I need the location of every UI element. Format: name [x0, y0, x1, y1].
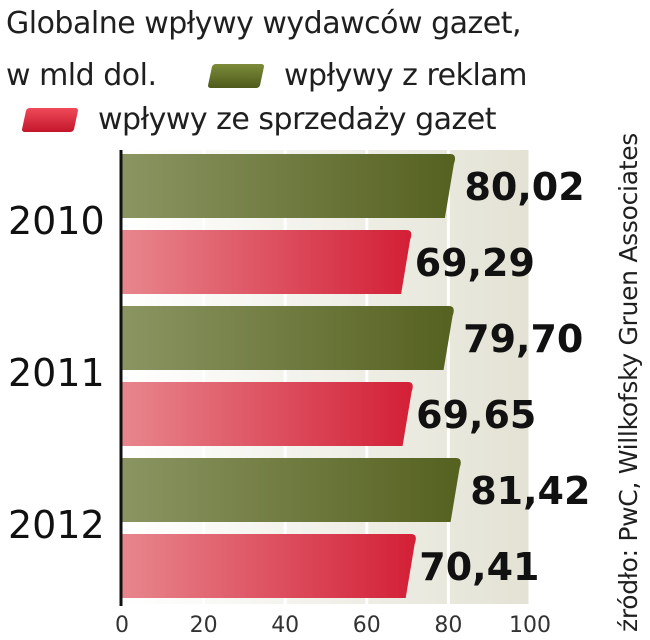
bar — [122, 534, 416, 598]
x-tick-label: 0 — [115, 613, 129, 638]
x-tick-label: 80 — [434, 613, 462, 638]
value-labels: 80,02 69,29 79,70 69,65 81,42 70,41 — [415, 165, 591, 589]
category-labels: 2010 2011 2012 — [8, 199, 105, 547]
bar — [122, 154, 456, 218]
plot-background — [122, 150, 530, 604]
category-label: 2011 — [8, 351, 105, 395]
data-label: 70,41 — [419, 545, 539, 589]
legend-label-sales: wpływy ze sprzedaży gazet — [98, 102, 497, 137]
x-tick-label: 20 — [190, 613, 218, 638]
data-label: 79,70 — [463, 317, 583, 361]
bar — [122, 306, 454, 370]
bar — [122, 382, 413, 446]
chart-title-line-2: w mld dol. — [6, 58, 157, 93]
x-tick-label: 60 — [353, 613, 381, 638]
category-label: 2010 — [8, 199, 105, 243]
bar — [122, 230, 412, 294]
data-label: 80,02 — [464, 165, 584, 209]
legend-label-advertising: wpływy z reklam — [284, 58, 527, 93]
x-tick-labels: 0 20 40 60 80 100 — [115, 613, 551, 638]
chart-title-line-1: Globalne wpływy wydawców gazet, — [6, 6, 522, 41]
data-label: 69,65 — [416, 393, 536, 437]
grid-lines — [202, 150, 532, 604]
bars — [122, 154, 461, 598]
category-label: 2012 — [8, 503, 105, 547]
x-tick-label: 40 — [271, 613, 299, 638]
x-tick-label: 100 — [509, 613, 551, 638]
data-label: 69,29 — [415, 241, 535, 285]
source-note: źródło: PwC, Willkofsky Gruen Associates — [614, 132, 643, 632]
bar — [122, 458, 461, 522]
data-label: 81,42 — [470, 469, 590, 513]
